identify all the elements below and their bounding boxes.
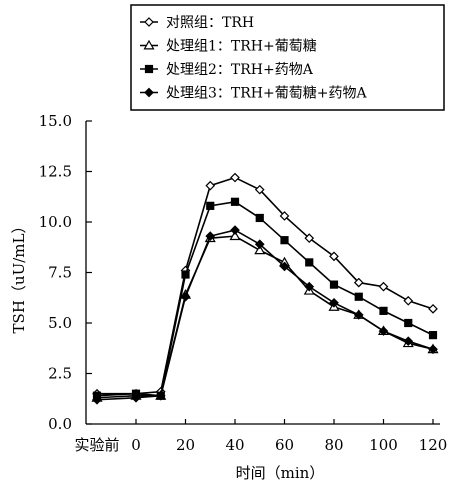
data-point [181, 270, 190, 279]
data-point [92, 394, 102, 405]
legend-label: 处理组3：TRH+葡萄糖+药物A [166, 86, 367, 102]
legend-box [130, 4, 445, 111]
data-point [230, 225, 240, 235]
y-tick-label: 5.0 [48, 314, 72, 332]
data-point [403, 295, 414, 306]
data-point [205, 180, 216, 191]
legend-label: 对照组：TRH [166, 15, 254, 31]
data-point [329, 297, 339, 308]
data-point [279, 211, 290, 221]
x-tick-label: 0 [131, 436, 141, 454]
x-tick-label: 100 [369, 436, 398, 454]
data-point [229, 230, 241, 241]
x-tick-label: 20 [176, 436, 195, 454]
series-line [96, 235, 434, 399]
x-tick-label: 实验前 [74, 436, 119, 454]
data-point [254, 239, 265, 250]
x-tick-label: 40 [225, 436, 244, 454]
series-3 [92, 197, 438, 400]
series-1 [92, 172, 438, 399]
legend-label: 处理组2：TRH+药物A [166, 62, 314, 78]
data-point [329, 251, 339, 262]
data-point [428, 331, 438, 340]
x-tick-label: 80 [324, 436, 343, 454]
legend-label: 处理组1：TRH+葡萄糖 [166, 39, 317, 55]
y-axis-title: TSH（uU/mL） [10, 219, 28, 334]
data-point [403, 336, 414, 347]
data-point [404, 318, 413, 328]
data-point [255, 213, 264, 223]
data-point [354, 292, 363, 301]
series-2 [91, 230, 439, 402]
legend-item: 处理组2：TRH+药物A [140, 62, 314, 78]
data-point [304, 281, 315, 292]
legend-marker [143, 39, 155, 50]
series-line [96, 200, 434, 397]
data-point [230, 172, 240, 183]
y-tick-label: 0.0 [48, 415, 72, 433]
data-point [428, 344, 438, 355]
data-point [329, 280, 339, 289]
data-point [428, 304, 438, 314]
data-point [353, 277, 364, 288]
data-point [155, 390, 166, 401]
x-tick-label: 120 [419, 436, 448, 454]
y-tick-label: 10.0 [39, 213, 72, 231]
legend-marker [144, 17, 154, 27]
data-point [205, 231, 216, 241]
data-point [206, 201, 215, 210]
data-point [378, 326, 389, 336]
data-point [254, 244, 266, 255]
legend-item: 对照组：TRH [140, 15, 254, 31]
y-tick-label: 15.0 [39, 112, 72, 130]
data-point [280, 236, 289, 245]
legend-marker [144, 64, 154, 74]
y-tick-label: 2.5 [48, 365, 72, 383]
data-point [353, 310, 364, 320]
series-line [96, 229, 434, 401]
series-4 [92, 225, 438, 405]
data-point [379, 306, 388, 315]
data-point [279, 261, 290, 272]
data-point [131, 392, 141, 403]
plot-area: 0.0 2.5 5.0 7.5 10.0 12.5 15.0 实验前 0 20 40 60 80 100… [39, 112, 448, 454]
data-point [180, 291, 191, 302]
y-tick-label: 7.5 [48, 264, 72, 282]
data-point [304, 233, 315, 244]
x-axis-title: 时间（min） [236, 464, 325, 482]
legend-marker [144, 87, 154, 98]
data-point [378, 281, 389, 292]
data-point [254, 184, 265, 195]
y-tick-label: 12.5 [39, 163, 72, 181]
legend-item: 处理组1：TRH+葡萄糖 [140, 39, 317, 55]
data-point [230, 197, 240, 206]
x-tick-label: 60 [275, 436, 294, 454]
legend-item: 处理组3：TRH+葡萄糖+药物A [140, 86, 367, 102]
data-point [305, 258, 314, 267]
